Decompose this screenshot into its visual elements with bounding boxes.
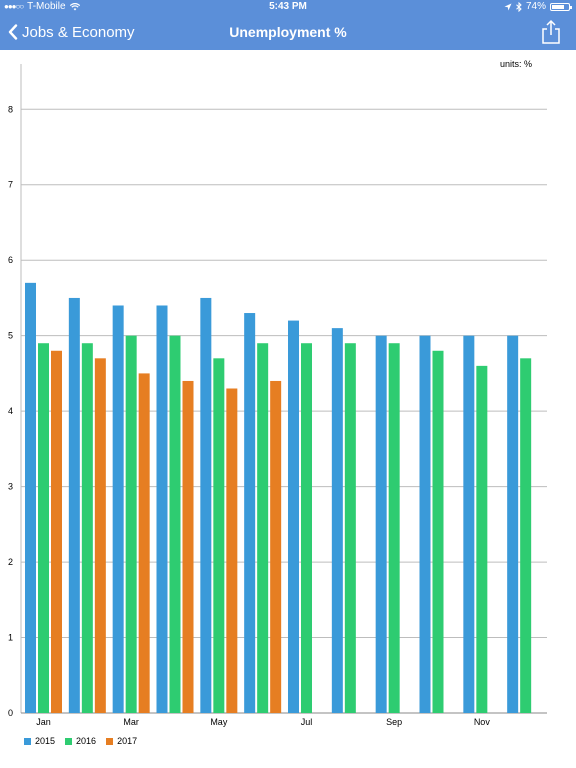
signal-strength-icon: ●●●○○ — [4, 2, 24, 11]
status-time: 5:43 PM — [269, 1, 307, 12]
bar-2016-jun — [257, 343, 269, 713]
y-tick-label: 7 — [8, 180, 13, 190]
bar-2017-may — [226, 388, 238, 713]
share-icon — [542, 19, 560, 44]
bar-2016-may — [213, 358, 225, 713]
bar-2017-mar — [138, 373, 150, 713]
y-tick-label: 5 — [8, 331, 13, 341]
legend-label: 2017 — [117, 736, 138, 746]
legend-item-2016: 2016 — [65, 736, 96, 746]
legend-item-2015: 2015 — [24, 736, 55, 746]
y-tick-label: 3 — [8, 482, 13, 492]
wifi-icon — [69, 2, 80, 10]
y-tick-label: 0 — [8, 708, 13, 718]
y-tick-label: 6 — [8, 255, 13, 265]
legend-label: 2015 — [35, 736, 56, 746]
y-tick-label: 2 — [8, 557, 13, 567]
bar-2015-feb — [68, 297, 80, 713]
battery-fill — [552, 4, 564, 9]
bar-2016-mar — [125, 335, 137, 713]
bar-2015-jun — [244, 313, 256, 713]
battery-tip — [570, 5, 572, 9]
legend-label: 2016 — [76, 736, 97, 746]
x-tick-label: Sep — [386, 717, 402, 727]
units-label: units: % — [499, 59, 532, 69]
y-tick-label: 1 — [8, 633, 13, 643]
status-left: ●●●○○ T-Mobile — [4, 1, 80, 12]
bar-2015-sep — [375, 335, 387, 713]
bar-2016-aug — [344, 343, 356, 713]
bar-2015-aug — [331, 328, 343, 713]
battery-icon — [550, 2, 572, 11]
legend-swatch — [65, 737, 73, 745]
chevron-left-icon — [8, 24, 18, 40]
status-right: 74% — [504, 1, 572, 12]
chart-area: units: % 0 1 2 3 4 5 6 7 8 Jan Mar May Jul Sep Nov 201… — [0, 50, 576, 768]
nav-bar: Jobs & Economy Unemployment % — [0, 14, 576, 50]
bar-chart: 0 1 2 3 4 5 6 7 8 Jan Mar May Jul Sep Nov — [8, 64, 547, 727]
x-tick-label: Jul — [301, 717, 313, 727]
legend: 2015 2016 2017 — [24, 736, 137, 746]
legend-swatch — [106, 737, 114, 745]
x-tick-label: Mar — [123, 717, 139, 727]
x-tick-label: Jan — [36, 717, 51, 727]
bar-2017-jun — [270, 380, 282, 713]
back-button[interactable]: Jobs & Economy — [8, 14, 135, 50]
bar-2017-apr — [182, 380, 194, 713]
bar-2016-jul — [301, 343, 312, 713]
back-label: Jobs & Economy — [22, 23, 135, 41]
bar-2015-apr — [156, 305, 168, 713]
x-tick-label: May — [210, 717, 228, 727]
share-button[interactable] — [540, 19, 562, 45]
location-icon — [504, 3, 512, 10]
bar-2016-apr — [169, 335, 181, 713]
y-tick-label: 4 — [8, 406, 13, 416]
bar-2016-feb — [81, 343, 93, 713]
bar-2015-oct — [419, 335, 431, 713]
legend-item-2017: 2017 — [106, 736, 137, 746]
bar-2016-oct — [432, 350, 444, 713]
bar-2017-feb — [94, 358, 106, 713]
bar-2015-jan — [25, 282, 36, 713]
bar-2016-nov — [476, 365, 488, 713]
status-bar: ●●●○○ T-Mobile 5:43 PM 74% — [0, 0, 576, 14]
bar-2015-may — [200, 297, 212, 713]
bar-2015-nov — [463, 335, 475, 713]
bar-2015-dec — [507, 335, 519, 713]
bar-2016-sep — [388, 343, 400, 713]
x-tick-label: Nov — [474, 717, 491, 727]
legend-swatch — [24, 737, 31, 745]
y-tick-label: 8 — [8, 104, 13, 114]
bar-2015-mar — [112, 305, 124, 713]
carrier-label: T-Mobile — [27, 1, 66, 12]
bar-2017-jan — [51, 350, 62, 713]
bar-2016-jan — [38, 343, 49, 713]
battery-percent: 74% — [525, 1, 546, 12]
bar-2015-jul — [288, 320, 299, 713]
bar-2016-dec — [520, 358, 532, 713]
bluetooth-icon — [516, 1, 522, 12]
